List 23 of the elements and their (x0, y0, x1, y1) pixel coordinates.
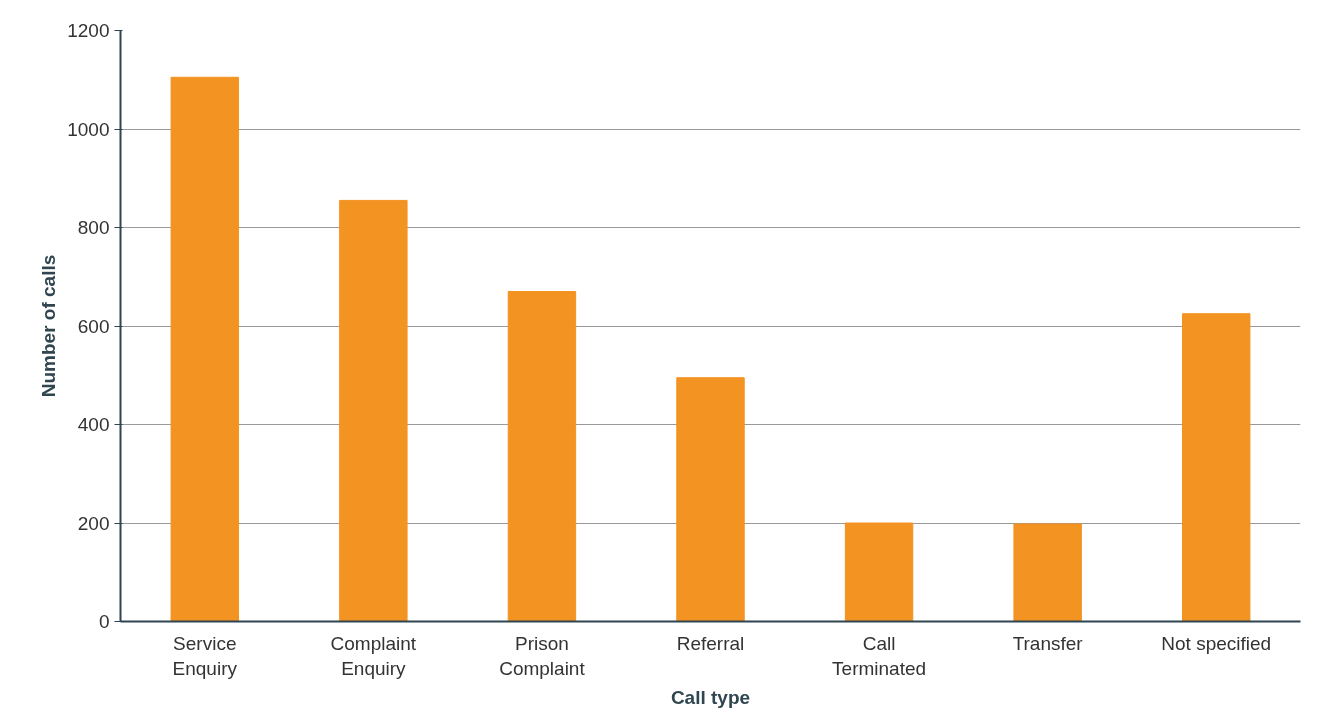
bar (507, 291, 577, 622)
bar (1013, 523, 1082, 622)
x-axis-title: Call type (670, 686, 751, 708)
y-tick-label: 400 (77, 414, 110, 435)
x-tick-label: Call Terminated (832, 632, 927, 679)
y-tick-label: 800 (77, 217, 110, 238)
x-tick-label: Prison Complaint (499, 632, 586, 679)
bar (676, 377, 745, 622)
bar (844, 522, 914, 622)
x-tick-label: Not specified (1161, 632, 1272, 654)
y-tick-label: 600 (77, 315, 110, 337)
x-tick-label: Transfer (1012, 632, 1084, 654)
y-tick-label: 1200 (67, 20, 110, 41)
y-tick-label: 200 (77, 512, 110, 534)
x-tick-label: Complaint Enquiry (330, 632, 417, 679)
y-axis-title: Number of calls (38, 254, 60, 398)
bar (339, 199, 408, 622)
x-tick-label: Service Enquiry (172, 632, 238, 679)
x-tick-label: Referral (676, 632, 745, 654)
y-tick-label: 0 (98, 611, 110, 632)
bar (1182, 313, 1251, 622)
y-tick-label: 1000 (67, 118, 110, 140)
bar (170, 76, 239, 622)
